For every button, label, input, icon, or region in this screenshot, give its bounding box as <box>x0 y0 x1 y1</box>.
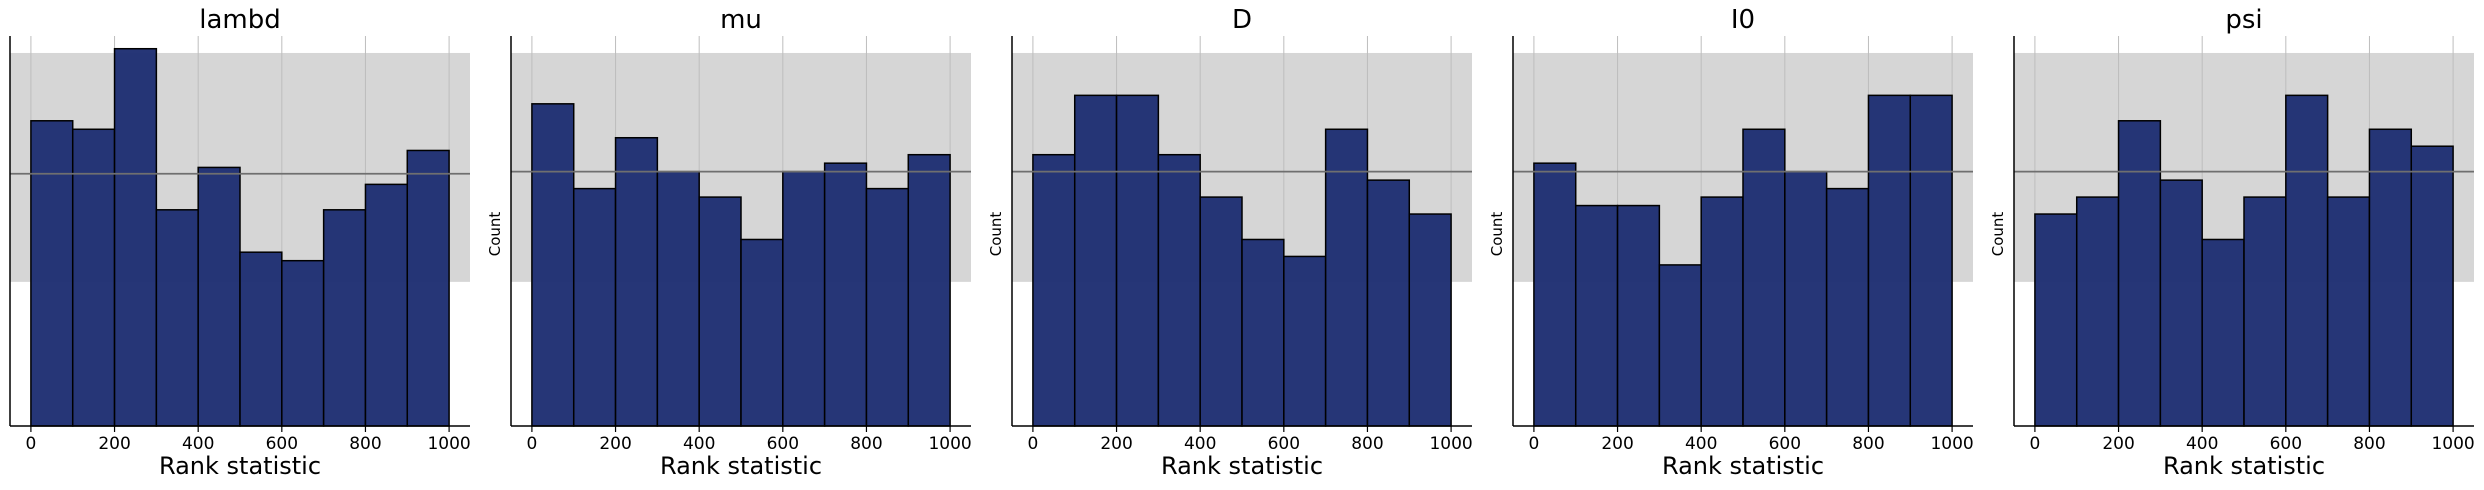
histogram-bar <box>1073 94 1118 427</box>
x-tick-label: 0 <box>1027 434 1038 454</box>
x-tick-label: 800 <box>2353 434 2385 454</box>
histogram-bar <box>1283 255 1327 427</box>
x-tick-label: 400 <box>683 434 715 454</box>
y-axis-label: Count <box>1989 212 2007 257</box>
histogram-bar <box>782 170 826 427</box>
histogram-bar <box>1324 128 1369 427</box>
x-tick-label: 800 <box>1852 434 1884 454</box>
panel-title: D <box>1232 5 1252 35</box>
histogram-bar <box>865 187 910 427</box>
histogram-bar <box>614 136 659 427</box>
histogram-bar <box>406 149 450 427</box>
x-tick-label: 1000 <box>1429 434 1472 454</box>
x-tick-label: 600 <box>266 434 298 454</box>
panel-4: 0 200 400 600 800 1000 psi Rank statistic Count <box>1989 5 2475 480</box>
panel-1: 0 200 400 600 800 1000 mu Rank statistic Count <box>486 5 972 480</box>
histogram-bar <box>2034 213 2078 427</box>
histogram-bar <box>1533 162 1577 427</box>
x-tick-label: 0 <box>1528 434 1539 454</box>
x-tick-label: 200 <box>1100 434 1132 454</box>
x-tick-label: 0 <box>25 434 36 454</box>
histogram-bar <box>1366 179 1411 427</box>
x-tick-label: 600 <box>2270 434 2302 454</box>
histogram-bar <box>2243 196 2287 427</box>
x-tick-label: 1000 <box>928 434 971 454</box>
histogram-bar <box>1658 264 1702 427</box>
x-tick-label: 0 <box>526 434 537 454</box>
histogram-bar <box>197 166 241 427</box>
x-tick-label: 400 <box>182 434 214 454</box>
x-tick-label: 400 <box>1184 434 1216 454</box>
x-tick-label: 1000 <box>2431 434 2474 454</box>
histogram-bar <box>2075 196 2120 427</box>
y-axis-label: Count <box>987 212 1005 257</box>
x-axis-label: Rank statistic <box>1161 452 1323 480</box>
x-tick-label: 600 <box>1268 434 1300 454</box>
histogram-bar <box>1241 238 1285 427</box>
x-tick-label: 200 <box>98 434 130 454</box>
panel-0: 0 200 400 600 800 1000 lambd Rank statistic <box>9 5 471 480</box>
histogram-bar <box>113 47 158 427</box>
x-tick-label: 1000 <box>427 434 470 454</box>
x-axis-label: Rank statistic <box>159 452 321 480</box>
x-axis-label: Rank statistic <box>660 452 822 480</box>
x-tick-label: 600 <box>767 434 799 454</box>
x-tick-label: 200 <box>599 434 631 454</box>
panel-3: 0 200 400 600 800 1000 I0 Rank statistic Count <box>1488 5 1974 480</box>
x-tick-label: 400 <box>2186 434 2218 454</box>
x-tick-label: 1000 <box>1930 434 1973 454</box>
x-tick-label: 800 <box>1351 434 1383 454</box>
x-tick-label: 200 <box>1601 434 1633 454</box>
x-tick-label: 0 <box>2029 434 2040 454</box>
histogram-bar <box>1867 94 1912 427</box>
histogram-bar <box>322 209 367 427</box>
histogram-bar <box>1408 213 1452 427</box>
histogram-bar <box>1700 196 1744 427</box>
histogram-bar <box>1574 204 1619 427</box>
histogram-bar <box>1784 170 1828 427</box>
histogram-bar <box>572 187 617 427</box>
histogram-bar <box>740 238 784 427</box>
x-tick-label: 600 <box>1769 434 1801 454</box>
histogram-bar <box>698 196 742 427</box>
histogram-bar <box>1199 196 1243 427</box>
histogram-bar <box>1157 153 1201 427</box>
histogram-bar <box>2326 196 2371 427</box>
histogram-bar <box>239 251 283 427</box>
histogram-bar <box>1032 153 1076 427</box>
panel-title: mu <box>720 5 762 35</box>
histogram-bar <box>2285 94 2329 427</box>
histogram-bar <box>823 162 868 427</box>
histogram-bar <box>30 120 74 427</box>
histogram-bar <box>656 170 700 427</box>
histogram-bar <box>1742 128 1786 427</box>
histogram-bar <box>531 103 575 427</box>
histogram-bar <box>1115 94 1160 427</box>
x-axis-label: Rank statistic <box>2163 452 2325 480</box>
panel-title: psi <box>2225 5 2262 35</box>
histogram-bar <box>2368 128 2413 427</box>
x-tick-label: 800 <box>850 434 882 454</box>
x-tick-label: 400 <box>1685 434 1717 454</box>
histogram-bar <box>2201 238 2245 427</box>
histogram-bar <box>1825 187 1870 427</box>
y-axis-label: Count <box>486 212 504 257</box>
histogram-bar <box>281 259 325 427</box>
histogram-bar <box>2159 179 2203 427</box>
panel-title: I0 <box>1731 5 1755 35</box>
panel-title: lambd <box>199 5 281 35</box>
histogram-bar <box>364 183 409 427</box>
histogram-bar <box>2117 120 2162 427</box>
y-axis-label: Count <box>1488 212 1506 257</box>
panel-2: 0 200 400 600 800 1000 D Rank statistic Count <box>987 5 1473 480</box>
x-tick-label: 800 <box>349 434 381 454</box>
histogram-bar <box>155 209 199 427</box>
x-tick-label: 200 <box>2102 434 2134 454</box>
histogram-bar <box>1909 94 1953 427</box>
histogram-bar <box>907 153 951 427</box>
x-axis-label: Rank statistic <box>1662 452 1824 480</box>
histogram-bar <box>1616 204 1661 427</box>
histogram-bar <box>2410 145 2454 427</box>
